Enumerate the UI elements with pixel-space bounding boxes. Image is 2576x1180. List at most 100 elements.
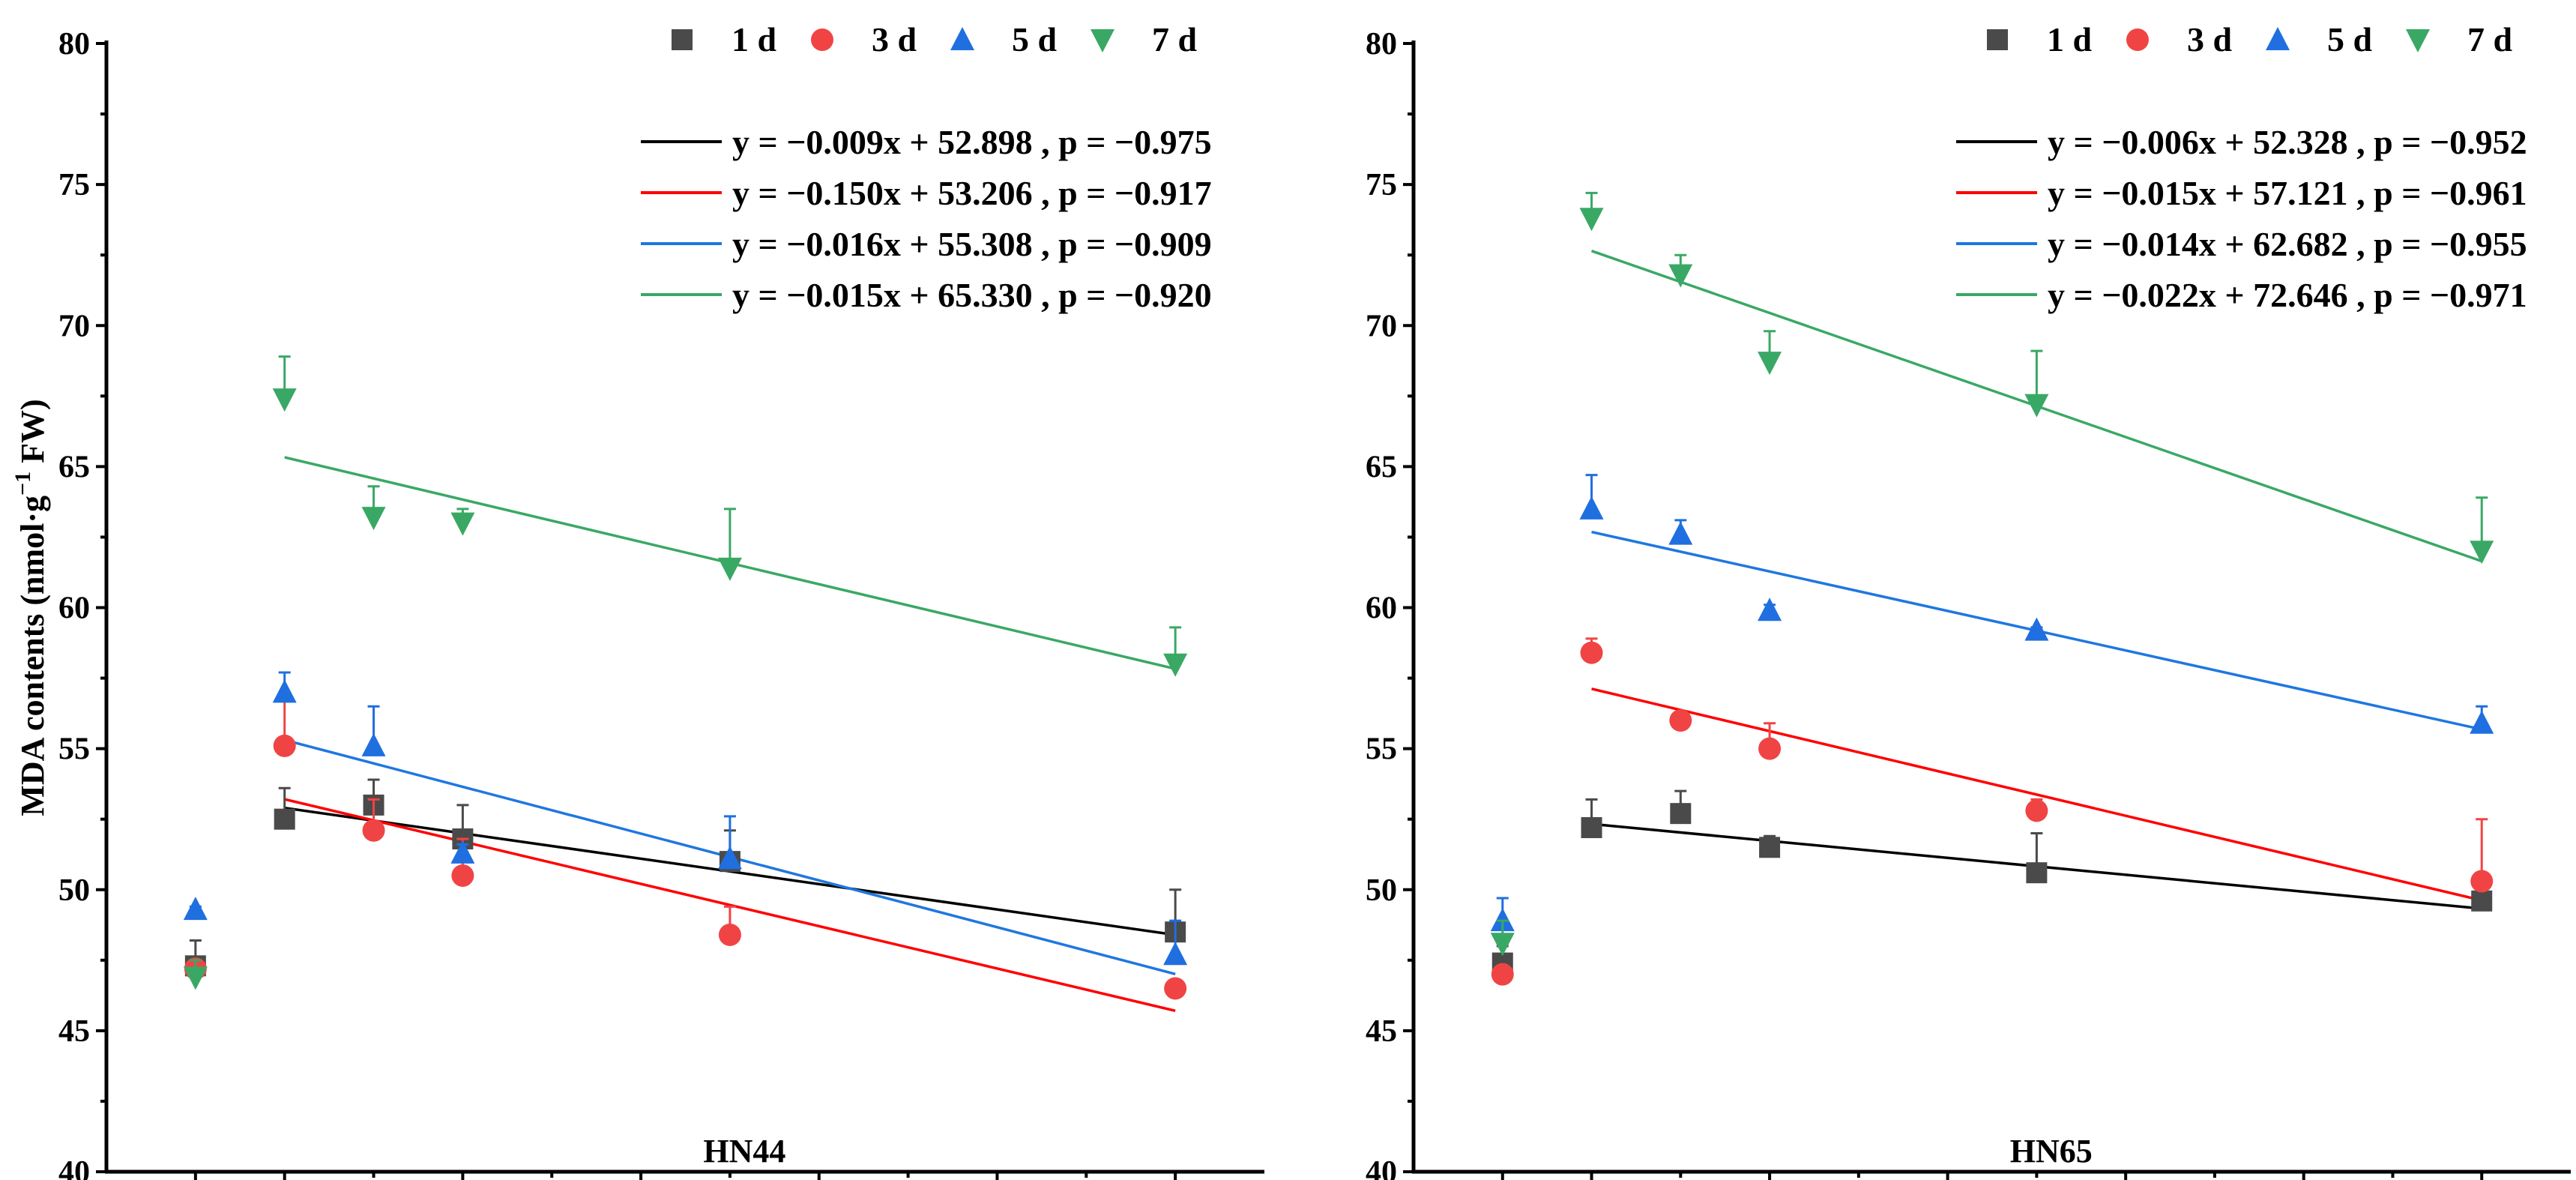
series-1d — [1491, 789, 2493, 974]
data-point — [1579, 208, 1604, 232]
data-point — [450, 840, 475, 864]
data-point — [450, 512, 475, 536]
fit-legend-label: y = −0.015x + 65.330 , p = −0.920 — [732, 276, 1212, 314]
fit-legend-label: y = −0.006x + 52.328 , p = −0.952 — [2048, 123, 2527, 161]
data-point — [2026, 862, 2048, 884]
data-point — [2025, 799, 2048, 822]
data-point — [1490, 933, 1515, 957]
y-tick-label: 75 — [1366, 168, 1397, 202]
series-7d — [1490, 191, 2494, 957]
data-point — [1581, 816, 1602, 838]
legend-label: 7 d — [2467, 20, 2513, 58]
y-tick-label: 70 — [58, 309, 90, 343]
data-point — [272, 388, 297, 412]
y-tick-label: 45 — [1366, 1014, 1397, 1049]
y-tick-label: 65 — [1366, 450, 1397, 484]
data-point — [361, 732, 386, 756]
x-axis-label: HN44 — [703, 1133, 785, 1170]
x-axis-label: HN65 — [2010, 1133, 2093, 1170]
y-tick-label: 50 — [58, 873, 90, 908]
y-tick-label: 45 — [58, 1014, 90, 1049]
y-tick-label: 40 — [1366, 1155, 1397, 1180]
data-point — [2470, 541, 2494, 565]
panel-hn44: 4045505560657075800100200300400500CKHN44… — [10, 20, 1264, 1180]
data-point — [183, 966, 208, 990]
data-point — [2024, 617, 2049, 641]
fit-legend-label: y = −0.016x + 55.308 , p = −0.909 — [732, 225, 1212, 263]
y-label-main: MDA contents (nmol·g — [14, 496, 51, 816]
series-5d — [183, 671, 1188, 966]
data-point — [1580, 641, 1603, 664]
legend-label: 7 d — [1152, 20, 1198, 58]
data-point — [717, 846, 742, 870]
data-point — [1759, 837, 1781, 858]
y-tick-label: 65 — [58, 450, 90, 484]
y-tick-label: 70 — [1366, 309, 1397, 343]
fit-line — [1591, 687, 2482, 902]
legend-label: 5 d — [1012, 20, 1058, 58]
y-tick-label: 50 — [1366, 873, 1397, 908]
data-point — [1670, 803, 1692, 825]
legend: 1 d 3 d 5 d 7 d y = −0.006x + 52.328 , p = −… — [1956, 20, 2527, 314]
fit-line — [284, 798, 1176, 1013]
series-5d — [1490, 474, 2494, 932]
y-tick-label: 60 — [1366, 591, 1397, 626]
y-tick-label: 55 — [58, 732, 90, 767]
y-label-tail: FW) — [14, 399, 51, 472]
legend-marker-3d — [811, 28, 833, 51]
data-point — [2471, 890, 2493, 912]
data-point — [272, 679, 297, 703]
legend-marker-1d — [672, 29, 693, 50]
data-point — [1163, 942, 1188, 966]
legend-marker-7d — [1091, 29, 1114, 52]
data-point — [717, 557, 742, 581]
legend-marker-5d — [950, 27, 974, 50]
legend-label: 3 d — [2187, 20, 2233, 58]
series-3d — [1491, 637, 2494, 986]
data-point — [1668, 521, 1693, 545]
legend-marker-1d — [1987, 29, 2008, 50]
data-point — [1579, 496, 1604, 520]
data-point — [1491, 963, 1514, 986]
legend-marker-3d — [2126, 28, 2149, 51]
series-3d — [184, 693, 1187, 1000]
data-point — [361, 507, 386, 531]
y-label-sup: −1 — [10, 472, 35, 496]
y-tick-label: 80 — [58, 27, 90, 61]
legend-marker-5d — [2266, 27, 2290, 50]
data-point — [2470, 710, 2494, 734]
data-point — [274, 808, 295, 830]
data-point — [1164, 977, 1187, 1000]
data-point — [451, 864, 474, 887]
series-1d — [184, 778, 1186, 977]
data-point — [1758, 352, 1782, 376]
fit-legend-label: y = −0.022x + 72.646 , p = −0.971 — [2048, 276, 2527, 314]
y-tick-label: 40 — [58, 1155, 90, 1180]
fit-legend-label: y = −0.014x + 62.682 , p = −0.955 — [2048, 225, 2527, 263]
data-point — [2470, 870, 2494, 893]
legend: 1 d 3 d 5 d 7 d y = −0.009x + 52.898 , p = −… — [641, 20, 1212, 314]
data-point — [2024, 394, 2049, 418]
y-tick-label: 80 — [1366, 27, 1397, 61]
data-point — [1668, 264, 1693, 288]
fit-legend-label: y = −0.150x + 53.206 , p = −0.917 — [732, 174, 1212, 212]
fit-legend-label: y = −0.015x + 57.121 , p = −0.961 — [2048, 174, 2527, 212]
legend-label: 1 d — [732, 20, 777, 58]
series-7d — [183, 355, 1188, 990]
y-tick-label: 55 — [1366, 732, 1397, 767]
legend-label: 3 d — [872, 20, 917, 58]
legend-label: 5 d — [2327, 20, 2373, 58]
legend-marker-7d — [2406, 29, 2430, 52]
data-point — [183, 897, 208, 921]
y-tick-label: 60 — [58, 591, 90, 626]
data-point — [1758, 597, 1782, 621]
panel-hn65: 4045505560657075800100200300400500CKHN65… — [1366, 20, 2571, 1180]
data-point — [362, 819, 385, 842]
data-point — [718, 923, 741, 946]
legend-label: 1 d — [2047, 20, 2093, 58]
y-axis-label: MDA contents (nmol·g−1 FW) — [10, 399, 51, 816]
y-tick-label: 75 — [58, 168, 90, 202]
data-point — [273, 734, 296, 757]
data-point — [1163, 653, 1188, 677]
